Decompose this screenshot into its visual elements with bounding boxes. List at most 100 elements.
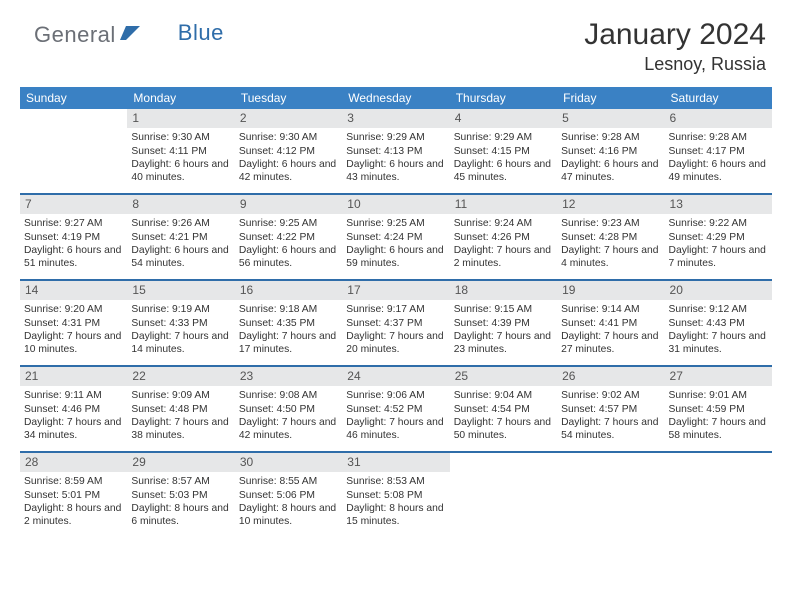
day-of-week-header: Monday	[127, 87, 234, 109]
sunset-text: Sunset: 4:59 PM	[669, 403, 768, 416]
day-cell: 12Sunrise: 9:23 AMSunset: 4:28 PMDayligh…	[557, 195, 664, 279]
daylight-text: Daylight: 7 hours and 7 minutes.	[669, 244, 768, 270]
sunrise-text: Sunrise: 9:15 AM	[454, 303, 553, 316]
sunrise-text: Sunrise: 9:30 AM	[131, 131, 230, 144]
day-cell: 17Sunrise: 9:17 AMSunset: 4:37 PMDayligh…	[342, 281, 449, 365]
sunset-text: Sunset: 4:35 PM	[239, 317, 338, 330]
daylight-text: Daylight: 7 hours and 4 minutes.	[561, 244, 660, 270]
week-row: 21Sunrise: 9:11 AMSunset: 4:46 PMDayligh…	[20, 367, 772, 453]
day-cell: 1Sunrise: 9:30 AMSunset: 4:11 PMDaylight…	[127, 109, 234, 193]
day-content: Sunrise: 9:24 AMSunset: 4:26 PMDaylight:…	[450, 214, 557, 274]
sunrise-text: Sunrise: 8:55 AM	[239, 475, 338, 488]
day-number: 7	[20, 195, 127, 214]
day-content: Sunrise: 9:17 AMSunset: 4:37 PMDaylight:…	[342, 300, 449, 360]
sunrise-text: Sunrise: 9:24 AM	[454, 217, 553, 230]
daylight-text: Daylight: 6 hours and 40 minutes.	[131, 158, 230, 184]
day-cell: 22Sunrise: 9:09 AMSunset: 4:48 PMDayligh…	[127, 367, 234, 451]
day-content: Sunrise: 9:23 AMSunset: 4:28 PMDaylight:…	[557, 214, 664, 274]
daylight-text: Daylight: 7 hours and 10 minutes.	[24, 330, 123, 356]
day-content: Sunrise: 9:18 AMSunset: 4:35 PMDaylight:…	[235, 300, 342, 360]
sunset-text: Sunset: 4:52 PM	[346, 403, 445, 416]
day-number: 28	[20, 453, 127, 472]
day-content: Sunrise: 9:29 AMSunset: 4:13 PMDaylight:…	[342, 128, 449, 188]
day-of-week-header: Sunday	[20, 87, 127, 109]
day-content: Sunrise: 9:30 AMSunset: 4:11 PMDaylight:…	[127, 128, 234, 188]
day-number: 11	[450, 195, 557, 214]
day-number: 23	[235, 367, 342, 386]
daylight-text: Daylight: 7 hours and 20 minutes.	[346, 330, 445, 356]
daylight-text: Daylight: 7 hours and 34 minutes.	[24, 416, 123, 442]
day-cell	[665, 453, 772, 537]
day-cell	[450, 453, 557, 537]
day-number: 31	[342, 453, 449, 472]
sunset-text: Sunset: 5:06 PM	[239, 489, 338, 502]
day-content: Sunrise: 8:53 AMSunset: 5:08 PMDaylight:…	[342, 472, 449, 532]
daylight-text: Daylight: 7 hours and 50 minutes.	[454, 416, 553, 442]
day-number: 16	[235, 281, 342, 300]
daylight-text: Daylight: 7 hours and 42 minutes.	[239, 416, 338, 442]
sunset-text: Sunset: 4:31 PM	[24, 317, 123, 330]
logo: General Blue	[34, 22, 224, 48]
day-number: 9	[235, 195, 342, 214]
daylight-text: Daylight: 7 hours and 46 minutes.	[346, 416, 445, 442]
day-number: 1	[127, 109, 234, 128]
day-content: Sunrise: 9:28 AMSunset: 4:17 PMDaylight:…	[665, 128, 772, 188]
day-of-week-header: Friday	[557, 87, 664, 109]
day-content: Sunrise: 9:02 AMSunset: 4:57 PMDaylight:…	[557, 386, 664, 446]
daylight-text: Daylight: 7 hours and 14 minutes.	[131, 330, 230, 356]
day-cell: 25Sunrise: 9:04 AMSunset: 4:54 PMDayligh…	[450, 367, 557, 451]
day-cell	[557, 453, 664, 537]
sunrise-text: Sunrise: 9:02 AM	[561, 389, 660, 402]
daylight-text: Daylight: 8 hours and 2 minutes.	[24, 502, 123, 528]
day-number: 5	[557, 109, 664, 128]
day-cell: 6Sunrise: 9:28 AMSunset: 4:17 PMDaylight…	[665, 109, 772, 193]
sunrise-text: Sunrise: 9:20 AM	[24, 303, 123, 316]
day-content: Sunrise: 8:59 AMSunset: 5:01 PMDaylight:…	[20, 472, 127, 532]
day-content: Sunrise: 9:09 AMSunset: 4:48 PMDaylight:…	[127, 386, 234, 446]
day-content: Sunrise: 9:08 AMSunset: 4:50 PMDaylight:…	[235, 386, 342, 446]
sunrise-text: Sunrise: 9:28 AM	[669, 131, 768, 144]
day-of-week-header: Thursday	[450, 87, 557, 109]
daylight-text: Daylight: 7 hours and 23 minutes.	[454, 330, 553, 356]
sunrise-text: Sunrise: 9:22 AM	[669, 217, 768, 230]
sunset-text: Sunset: 4:16 PM	[561, 145, 660, 158]
day-of-week-header: Wednesday	[342, 87, 449, 109]
sunrise-text: Sunrise: 8:59 AM	[24, 475, 123, 488]
day-cell: 13Sunrise: 9:22 AMSunset: 4:29 PMDayligh…	[665, 195, 772, 279]
sunset-text: Sunset: 4:48 PM	[131, 403, 230, 416]
location: Lesnoy, Russia	[584, 54, 766, 75]
day-number: 2	[235, 109, 342, 128]
sunrise-text: Sunrise: 9:23 AM	[561, 217, 660, 230]
daylight-text: Daylight: 6 hours and 47 minutes.	[561, 158, 660, 184]
day-content: Sunrise: 9:11 AMSunset: 4:46 PMDaylight:…	[20, 386, 127, 446]
sunset-text: Sunset: 4:46 PM	[24, 403, 123, 416]
sunrise-text: Sunrise: 9:08 AM	[239, 389, 338, 402]
day-number: 24	[342, 367, 449, 386]
day-cell: 30Sunrise: 8:55 AMSunset: 5:06 PMDayligh…	[235, 453, 342, 537]
day-number: 29	[127, 453, 234, 472]
sunrise-text: Sunrise: 8:53 AM	[346, 475, 445, 488]
sunrise-text: Sunrise: 9:12 AM	[669, 303, 768, 316]
day-cell: 20Sunrise: 9:12 AMSunset: 4:43 PMDayligh…	[665, 281, 772, 365]
day-number: 30	[235, 453, 342, 472]
daylight-text: Daylight: 7 hours and 58 minutes.	[669, 416, 768, 442]
day-number: 3	[342, 109, 449, 128]
sunset-text: Sunset: 4:19 PM	[24, 231, 123, 244]
day-number: 26	[557, 367, 664, 386]
day-of-week-header: Tuesday	[235, 87, 342, 109]
day-content: Sunrise: 9:12 AMSunset: 4:43 PMDaylight:…	[665, 300, 772, 360]
day-number: 25	[450, 367, 557, 386]
daylight-text: Daylight: 8 hours and 15 minutes.	[346, 502, 445, 528]
day-cell: 11Sunrise: 9:24 AMSunset: 4:26 PMDayligh…	[450, 195, 557, 279]
sunrise-text: Sunrise: 9:25 AM	[346, 217, 445, 230]
day-number: 8	[127, 195, 234, 214]
day-cell: 15Sunrise: 9:19 AMSunset: 4:33 PMDayligh…	[127, 281, 234, 365]
sunrise-text: Sunrise: 9:29 AM	[454, 131, 553, 144]
day-content: Sunrise: 8:57 AMSunset: 5:03 PMDaylight:…	[127, 472, 234, 532]
sunrise-text: Sunrise: 9:25 AM	[239, 217, 338, 230]
daylight-text: Daylight: 6 hours and 59 minutes.	[346, 244, 445, 270]
day-cell: 4Sunrise: 9:29 AMSunset: 4:15 PMDaylight…	[450, 109, 557, 193]
sunset-text: Sunset: 5:01 PM	[24, 489, 123, 502]
day-cell: 24Sunrise: 9:06 AMSunset: 4:52 PMDayligh…	[342, 367, 449, 451]
day-number: 15	[127, 281, 234, 300]
